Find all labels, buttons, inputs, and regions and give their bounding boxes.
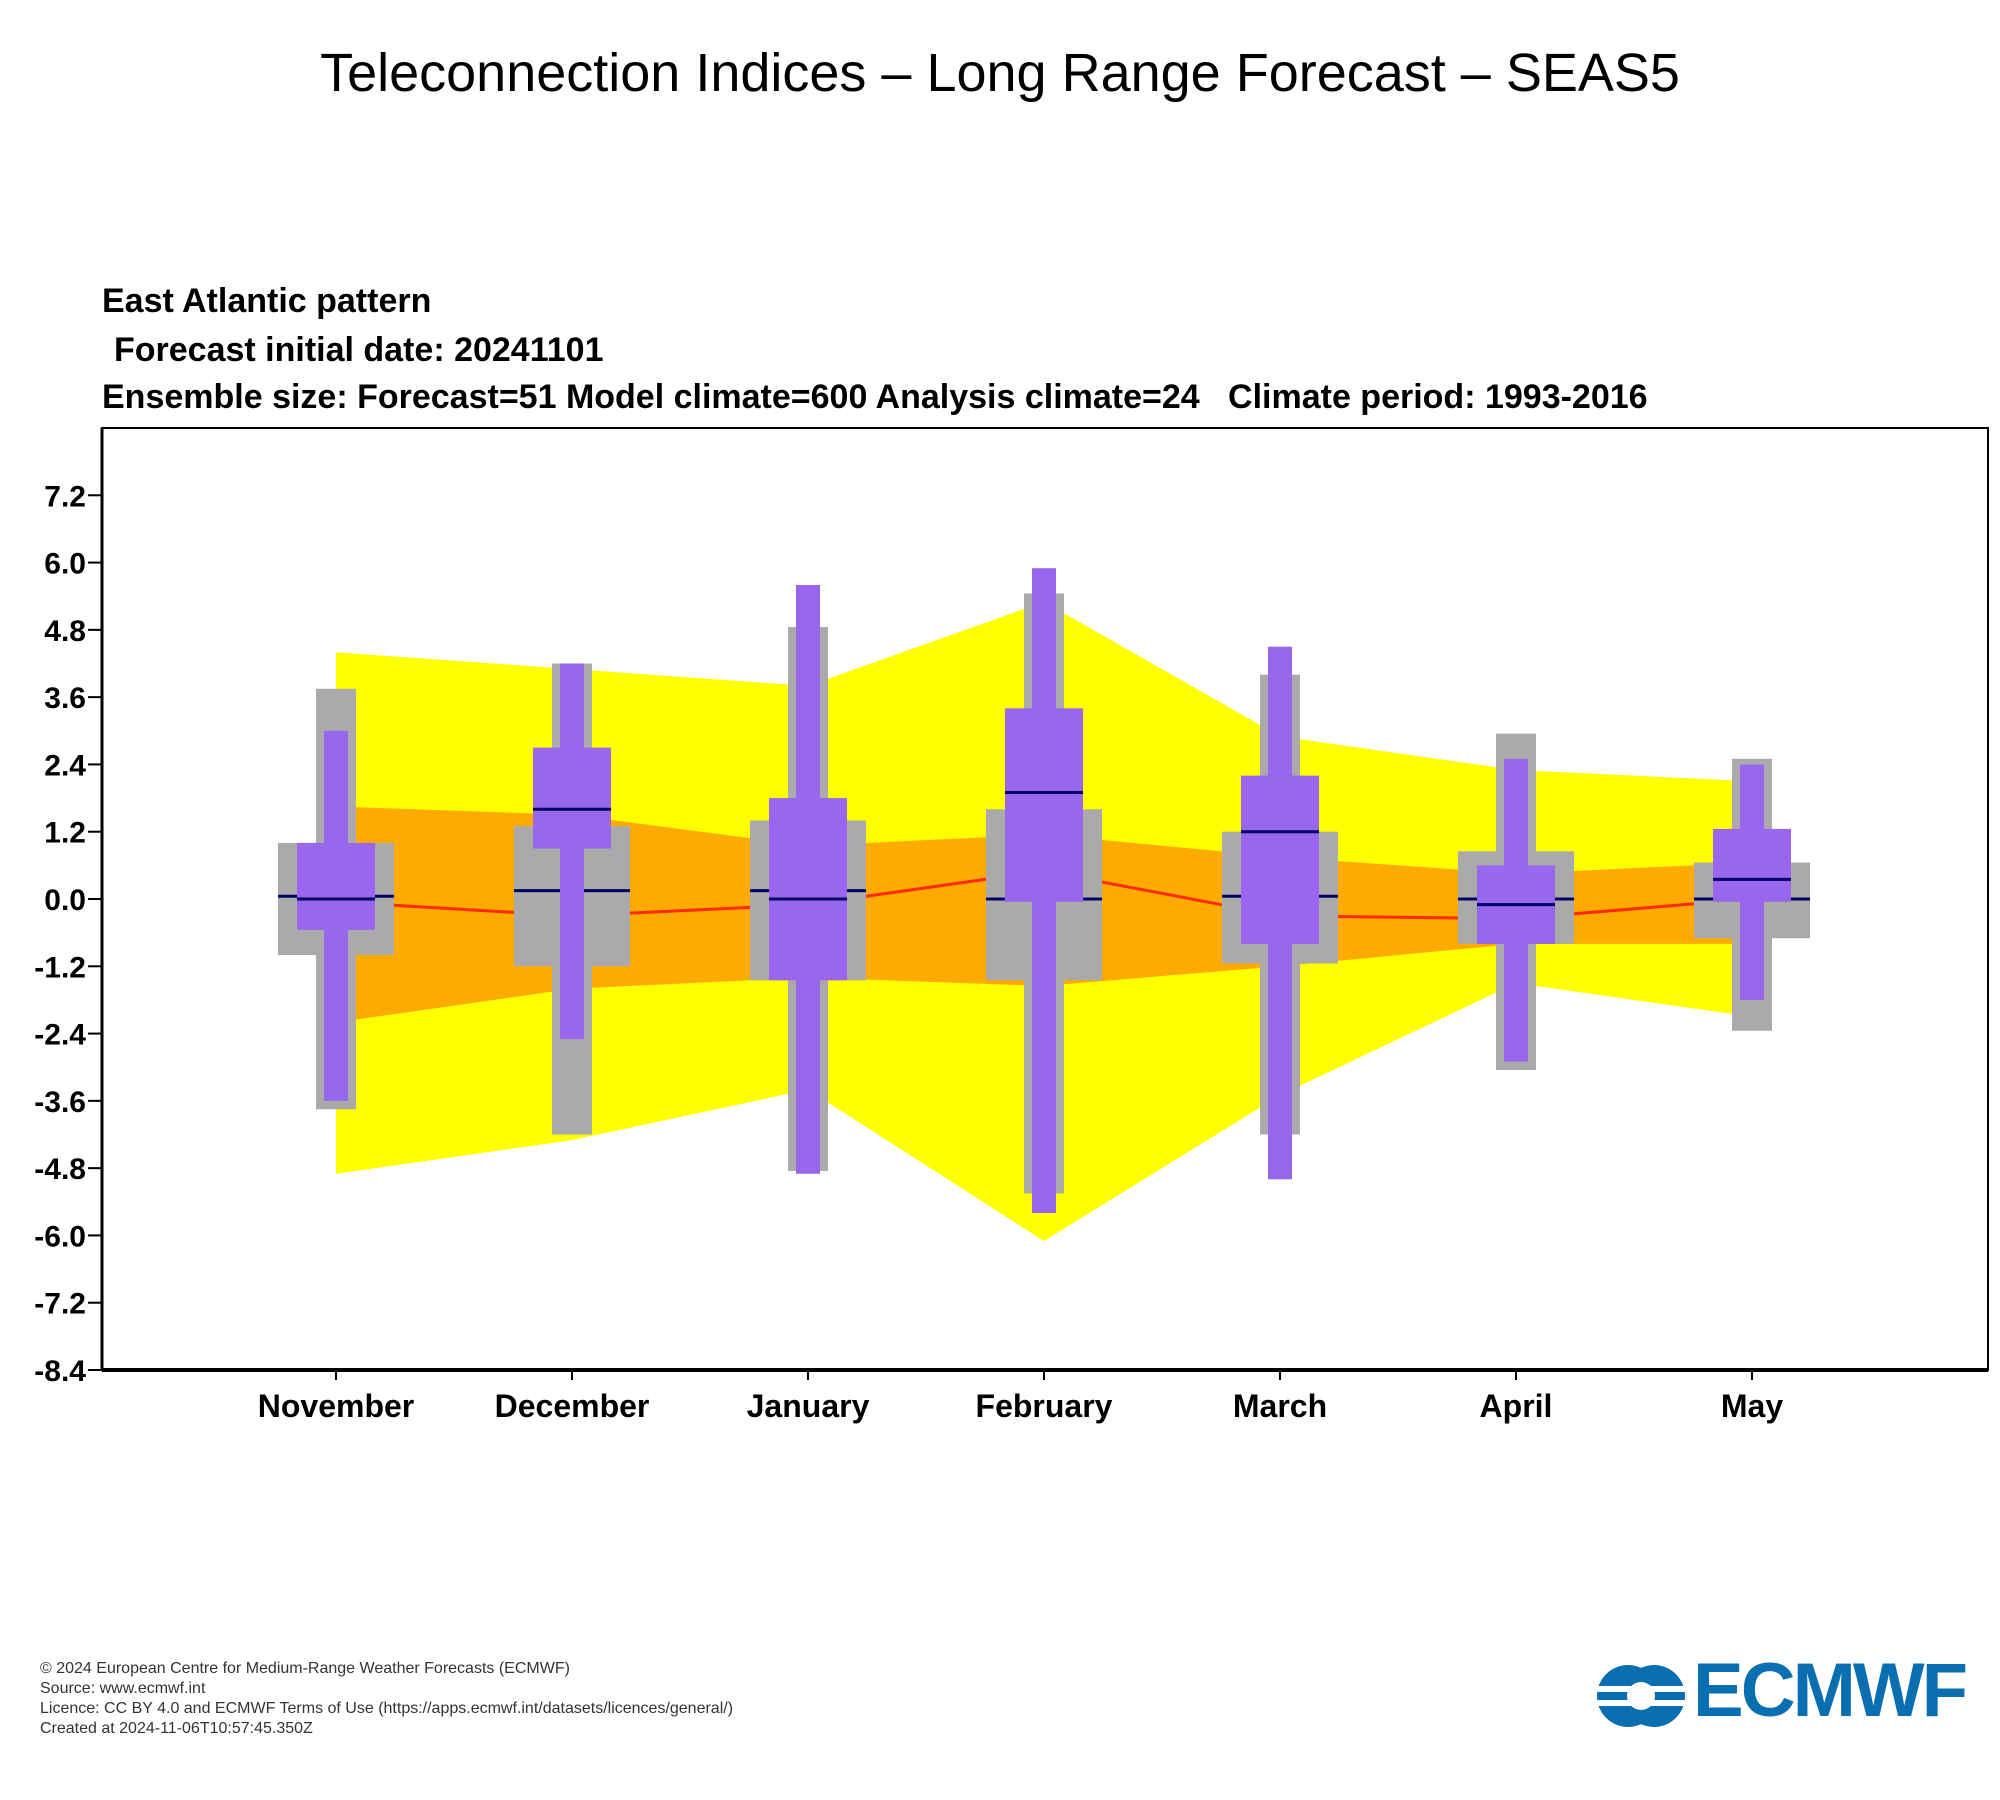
- y-tick-label: 3.6: [44, 682, 86, 715]
- y-tick-label: -7.2: [34, 1288, 86, 1321]
- licence-text: Licence: CC BY 4.0 and ECMWF Terms of Us…: [40, 1700, 734, 1717]
- forecast-box-november: [297, 842, 375, 930]
- y-tick-label: -8.4: [34, 1355, 86, 1388]
- y-tick-label: -6.0: [34, 1220, 86, 1253]
- chart-subtitle: Forecast initial date: 20241101: [114, 331, 603, 369]
- forecast-whisker-december: [560, 663, 584, 1040]
- forecast-box-march: [1241, 775, 1319, 944]
- ecmwf-emblem-icon: [1595, 1665, 1687, 1727]
- y-tick-label: 6.0: [44, 548, 86, 581]
- y-tick-label: -2.4: [34, 1019, 86, 1052]
- forecast-box-december: [533, 747, 611, 849]
- forecast-box-may: [1713, 828, 1791, 902]
- ecmwf-logo: ECMWF: [1595, 1648, 1975, 1735]
- y-tick-label: -3.6: [34, 1086, 86, 1119]
- x-tick-label-november: November: [258, 1388, 415, 1424]
- forecast-box-february: [1005, 708, 1083, 902]
- x-tick-label-february: February: [976, 1388, 1113, 1424]
- y-tick-label: 7.2: [44, 480, 86, 513]
- y-tick-label: -1.2: [34, 951, 86, 984]
- x-tick-label-march: March: [1233, 1388, 1327, 1424]
- page-title: Teleconnection Indices – Long Range Fore…: [320, 43, 1680, 103]
- y-tick-label: 0.0: [44, 884, 86, 917]
- y-tick-label: 1.2: [44, 817, 86, 850]
- forecast-box-january: [769, 798, 847, 981]
- x-tick-label-january: January: [747, 1388, 870, 1424]
- x-tick-label-may: May: [1721, 1388, 1783, 1424]
- x-tick-label-april: April: [1480, 1388, 1553, 1424]
- x-tick-label-december: December: [495, 1388, 650, 1424]
- chart-title: East Atlantic pattern: [102, 282, 431, 320]
- logo-text: ECMWF: [1693, 1648, 1968, 1733]
- y-tick-label: 4.8: [44, 615, 86, 648]
- source-text: Source: www.ecmwf.int: [40, 1680, 206, 1697]
- created-text: Created at 2024-11-06T10:57:45.350Z: [40, 1720, 313, 1737]
- y-tick-label: -4.8: [34, 1153, 86, 1186]
- copyright-text: © 2024 European Centre for Medium-Range …: [40, 1660, 570, 1677]
- chart-info: Ensemble size: Forecast=51 Model climate…: [102, 378, 1648, 416]
- y-tick-label: 2.4: [44, 749, 86, 782]
